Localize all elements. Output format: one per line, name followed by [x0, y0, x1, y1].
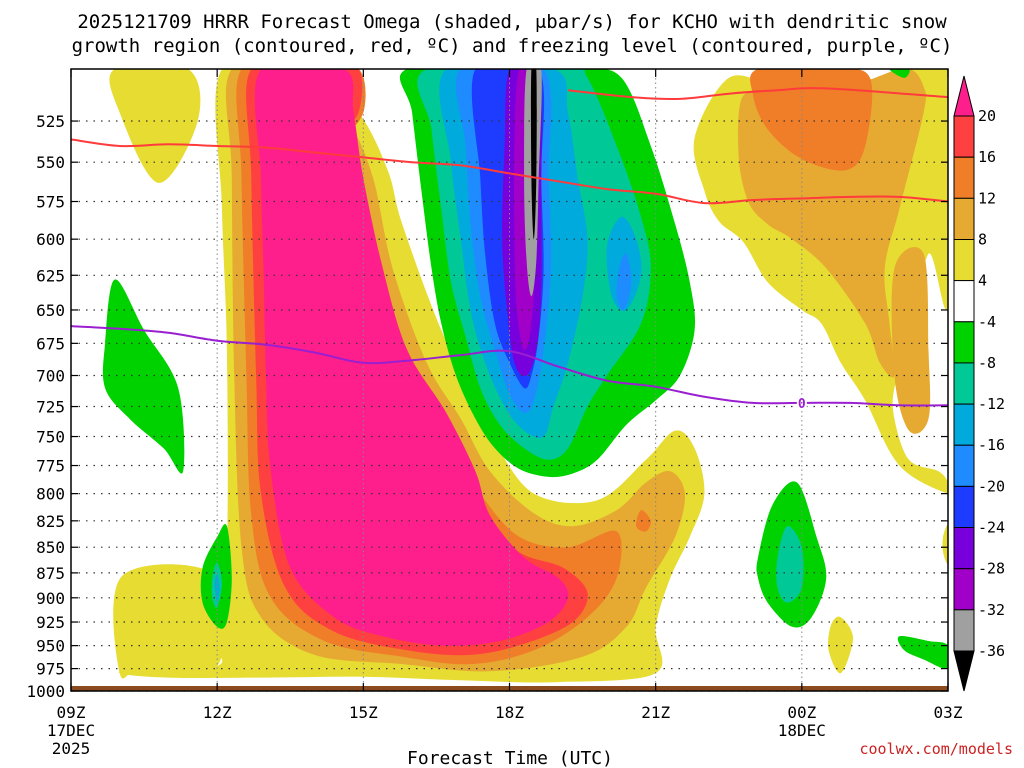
colorbar-label: -8	[978, 354, 996, 372]
y-tick-label: 925	[36, 613, 65, 632]
x-tick-label: 12Z	[203, 703, 232, 722]
x-tick-label: 03Z	[934, 703, 963, 722]
omega-shading-layer	[102, 69, 948, 683]
omega-region-12	[636, 510, 651, 532]
y-tick-label: 1000	[26, 682, 65, 701]
x-tick-label: 00Z	[787, 703, 816, 722]
x-tick-label: 18Z	[495, 703, 524, 722]
x-tick-label: 21Z	[641, 703, 670, 722]
omega-region-1	[113, 564, 228, 679]
omega-region-21	[889, 69, 910, 78]
colorbar-label: 8	[978, 230, 987, 248]
y-tick-label: 850	[36, 538, 65, 557]
omega-region-4	[828, 616, 853, 674]
y-tick-label: 875	[36, 564, 65, 583]
omega-region-2	[109, 69, 201, 183]
colorbar-swatch	[953, 527, 975, 570]
omega-region-34	[530, 69, 537, 240]
colorbar-bottom-arrow	[953, 650, 975, 692]
y-tick-label: 625	[36, 266, 65, 285]
colorbar-swatch	[953, 321, 975, 364]
y-tick-label: 800	[36, 485, 65, 504]
y-tick-label: 825	[36, 512, 65, 531]
omega-region-23	[776, 526, 804, 603]
colorbar-label: -20	[978, 477, 1005, 495]
omega-region-20	[897, 635, 948, 669]
colorbar-swatch	[953, 444, 975, 487]
y-tick-label: 525	[36, 112, 65, 131]
y-tick-label: 975	[36, 660, 65, 679]
colorbar-label: 4	[978, 272, 987, 290]
x-tick-date: 17DEC	[47, 721, 95, 740]
colorbar-swatch	[953, 362, 975, 405]
y-tick-label: 950	[36, 637, 65, 656]
dendritic-upper-line	[567, 87, 948, 101]
colorbar-swatch	[953, 197, 975, 241]
colorbar-label: -4	[978, 313, 996, 331]
colorbar-swatch	[953, 156, 975, 199]
y-tick-label: 650	[36, 301, 65, 320]
colorbar-swatch	[953, 568, 975, 611]
chart-title-line2: growth region (contoured, red, ºC) and f…	[72, 35, 953, 57]
colorbar-label: -12	[978, 395, 1005, 413]
colorbar-label: -32	[978, 601, 1005, 619]
colorbar-label: -36	[978, 642, 1005, 660]
omega-region-17	[102, 279, 185, 474]
colorbar-swatch	[953, 403, 975, 446]
dendritic-lower-line	[71, 138, 948, 205]
y-tick-label: 725	[36, 398, 65, 417]
omega-region-5	[942, 525, 948, 564]
colorbar-label: 20	[978, 107, 996, 125]
colorbar-label: -24	[978, 519, 1005, 537]
x-tick-year: 2025	[52, 739, 91, 758]
x-tick-date: 18DEC	[778, 721, 826, 740]
y-tick-label: 900	[36, 589, 65, 608]
colorbar-label: 12	[978, 189, 996, 207]
y-tick-label: 550	[36, 153, 65, 172]
omega-region-11	[750, 69, 873, 171]
colorbar-label: 16	[978, 148, 996, 166]
y-tick-label: 600	[36, 230, 65, 249]
colorbar-swatch	[953, 485, 975, 529]
y-tick-label: 750	[36, 428, 65, 447]
y-tick-label: 775	[36, 457, 65, 476]
colorbar-top-arrow	[953, 75, 975, 117]
colorbar-label: -28	[978, 560, 1005, 578]
omega-region-15	[254, 69, 569, 646]
y-tick-label: 675	[36, 334, 65, 353]
colorbar: 20 16 12 8 4 -4 -8 -12 -16 -20 -24 -28 -32 -36	[953, 75, 1005, 692]
freezing-label-bg	[796, 395, 807, 409]
y-axis: 525 550 575 600 625 650 675 700 725 750 775 800 825 8…	[26, 112, 948, 701]
colorbar-swatch	[953, 239, 975, 282]
y-tick-label: 700	[36, 367, 65, 386]
x-tick-label: 15Z	[349, 703, 378, 722]
y-tick-label: 575	[36, 193, 65, 212]
colorbar-swatch	[953, 609, 975, 652]
colorbar-swatch	[953, 280, 975, 323]
credit-text: coolwx.com/models	[859, 740, 1013, 758]
omega-region-8	[891, 246, 931, 434]
colorbar-label: -16	[978, 436, 1005, 454]
omega-region-27	[214, 574, 220, 603]
omega-region-29	[616, 253, 632, 311]
colorbar-swatch	[953, 115, 975, 158]
x-axis-label: Forecast Time (UTC)	[407, 748, 613, 768]
contour-lines-layer: 0	[71, 87, 948, 691]
x-tick-label: 09Z	[57, 703, 86, 722]
chart-title-line1: 2025121709 HRRR Forecast Omega (shaded, …	[77, 11, 947, 33]
freezing-level-label: 0	[798, 397, 806, 412]
